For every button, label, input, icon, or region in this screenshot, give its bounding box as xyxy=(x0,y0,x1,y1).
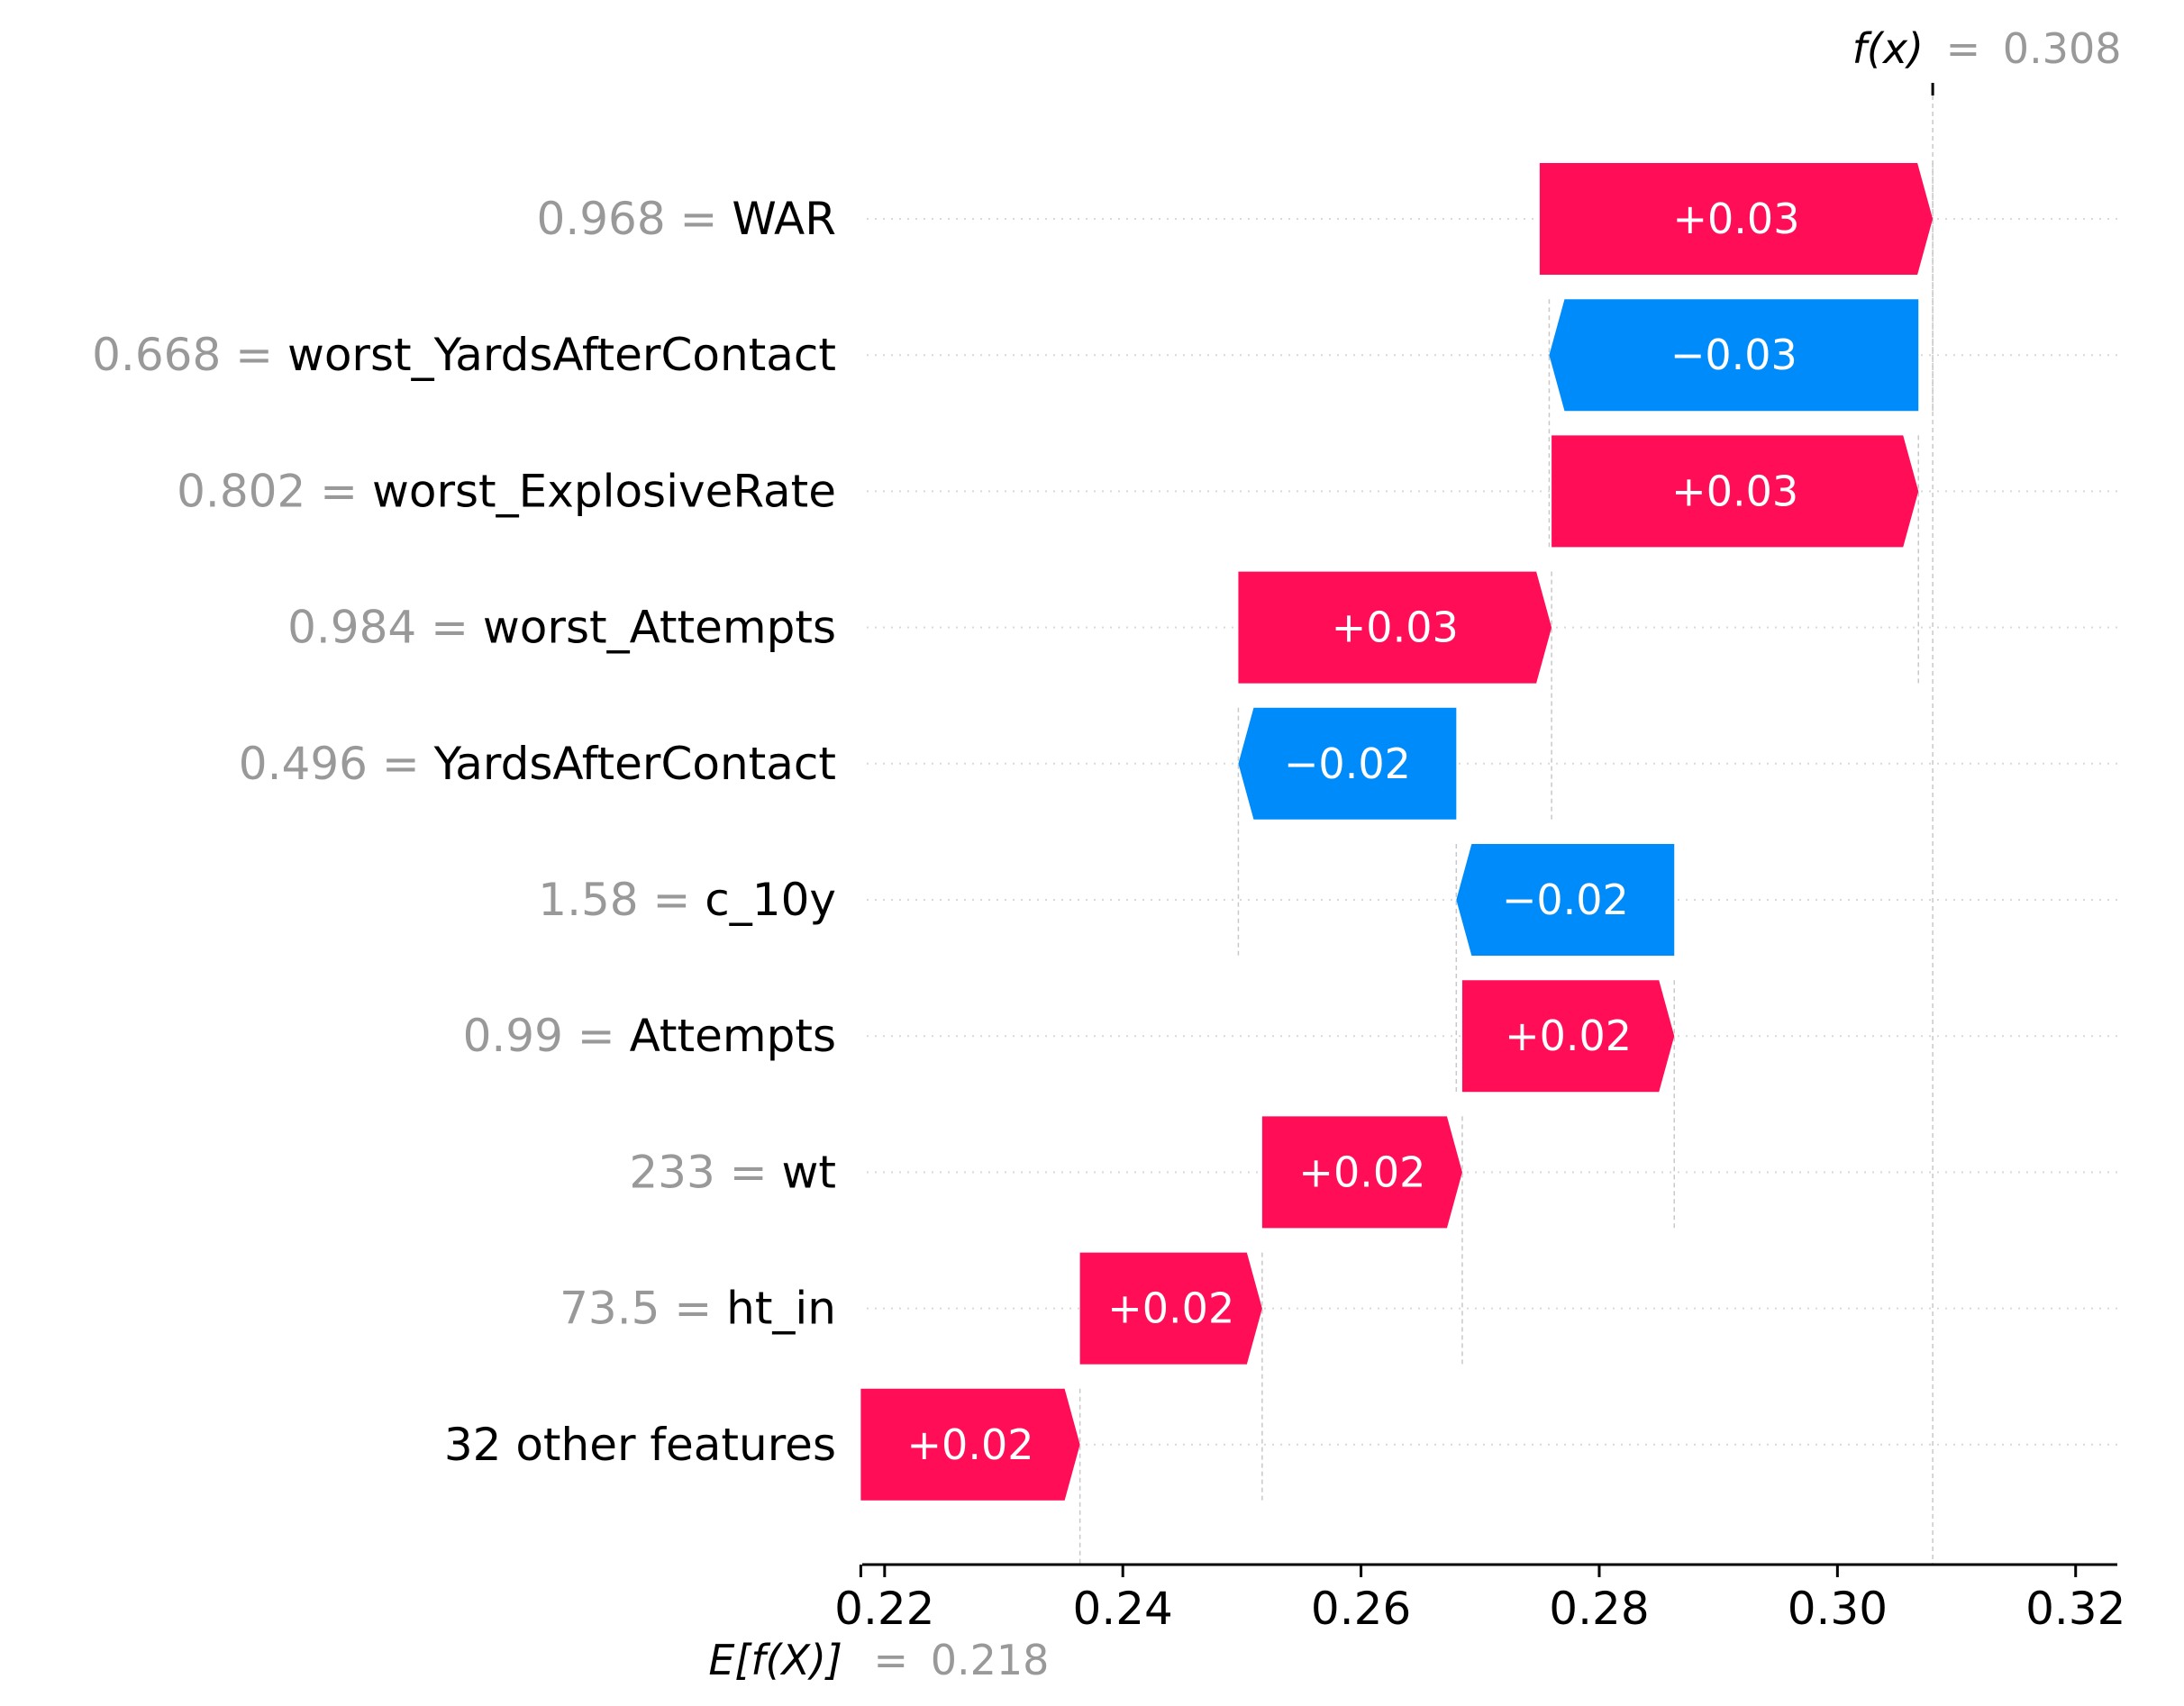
feature-label: 32 other features xyxy=(444,1419,836,1471)
x-tick-label: 0.24 xyxy=(1073,1583,1173,1635)
bar-value-label: −0.03 xyxy=(1670,331,1797,379)
feature-label: 0.968 = WAR xyxy=(537,193,836,245)
row-gridlines xyxy=(867,218,2117,1446)
feature-name: Attempts xyxy=(630,1010,836,1062)
feature-name: wt xyxy=(782,1146,837,1198)
bar-positive xyxy=(1461,980,1675,1093)
feature-value: 0.496 = xyxy=(239,738,434,790)
base-value-prefix: E[f(X)] xyxy=(708,1636,842,1684)
bar-value-label: +0.02 xyxy=(1298,1148,1425,1196)
bar-value-label: −0.02 xyxy=(1502,876,1629,924)
base-value-equals: = xyxy=(874,1636,909,1684)
bar-value-label: +0.03 xyxy=(1673,195,1800,243)
feature-name: 32 other features xyxy=(444,1419,836,1471)
feature-value: 0.668 = xyxy=(92,329,287,381)
bar-negative xyxy=(1456,844,1675,956)
feature-value: 73.5 = xyxy=(560,1283,726,1335)
output-value-label: f(x) = 0.308 xyxy=(1852,24,2122,73)
connector-lines xyxy=(1078,95,1934,1565)
bar-value-label: +0.03 xyxy=(1671,467,1798,515)
output-value-prefix: f(x) xyxy=(1852,24,1924,73)
bar-positive xyxy=(1261,1116,1462,1229)
feature-label: 233 = wt xyxy=(629,1146,836,1198)
x-axis: 0.22 0.24 0.26 0.28 0.30 0.32 xyxy=(834,1563,2125,1635)
feature-name: c_10y xyxy=(705,874,836,926)
output-value-annotation: f(x) = 0.308 xyxy=(1852,24,2122,95)
feature-value: 0.99 = xyxy=(463,1010,630,1062)
base-value-number: 0.218 xyxy=(931,1636,1050,1684)
feature-name: WAR xyxy=(732,193,836,245)
base-value-annotation: E[f(X)] = 0.218 xyxy=(708,1636,1049,1684)
bar-positive xyxy=(1552,435,1919,548)
bar-value-label: +0.02 xyxy=(1107,1284,1234,1333)
x-tick-label: 0.26 xyxy=(1311,1583,1411,1635)
feature-value: 0.968 = xyxy=(537,193,733,245)
bar-positive xyxy=(860,1388,1080,1501)
bar-positive xyxy=(1539,163,1934,275)
bar-value-label: +0.03 xyxy=(1332,603,1459,652)
feature-value: 233 = xyxy=(629,1146,781,1198)
x-tick-label: 0.22 xyxy=(834,1583,934,1635)
bar-negative xyxy=(1549,299,1919,412)
bar-value-label: +0.02 xyxy=(1505,1012,1632,1060)
feature-label: 0.984 = worst_Attempts xyxy=(287,602,836,654)
bar-positive xyxy=(1079,1252,1262,1365)
feature-labels: 0.968 = WAR 0.668 = worst_YardsAfterConta… xyxy=(92,193,836,1471)
feature-value: 0.984 = xyxy=(287,602,483,654)
feature-name: ht_in xyxy=(726,1283,836,1335)
output-value-number: 0.308 xyxy=(2003,24,2122,73)
x-tick-label: 0.28 xyxy=(1549,1583,1649,1635)
feature-label: 0.99 = Attempts xyxy=(463,1010,836,1062)
bars: +0.03 −0.03 +0.03 +0.03 −0.02 −0.02 +0.02 +0.02… xyxy=(860,163,1934,1501)
bar-value-label: +0.02 xyxy=(907,1420,1034,1469)
feature-label: 1.58 = c_10y xyxy=(538,874,836,926)
base-value-label: E[f(X)] = 0.218 xyxy=(708,1636,1049,1684)
feature-name: YardsAfterContact xyxy=(433,738,836,790)
x-tick-label: 0.30 xyxy=(1788,1583,1888,1635)
bar-value-label: −0.02 xyxy=(1284,740,1411,788)
bar-positive xyxy=(1238,571,1552,684)
bar-negative xyxy=(1238,707,1457,820)
feature-label: 0.668 = worst_YardsAfterContact xyxy=(92,329,836,381)
feature-name: worst_Attempts xyxy=(483,602,836,654)
feature-value: 0.802 = xyxy=(177,465,372,517)
feature-name: worst_YardsAfterContact xyxy=(287,329,836,381)
x-tick-label: 0.32 xyxy=(2025,1583,2125,1635)
feature-name: worst_ExplosiveRate xyxy=(372,465,836,517)
feature-value: 1.58 = xyxy=(538,874,705,926)
output-value-equals: = xyxy=(1946,24,1981,73)
feature-label: 0.496 = YardsAfterContact xyxy=(239,738,836,790)
feature-label: 0.802 = worst_ExplosiveRate xyxy=(177,465,836,517)
feature-label: 73.5 = ht_in xyxy=(560,1283,836,1335)
